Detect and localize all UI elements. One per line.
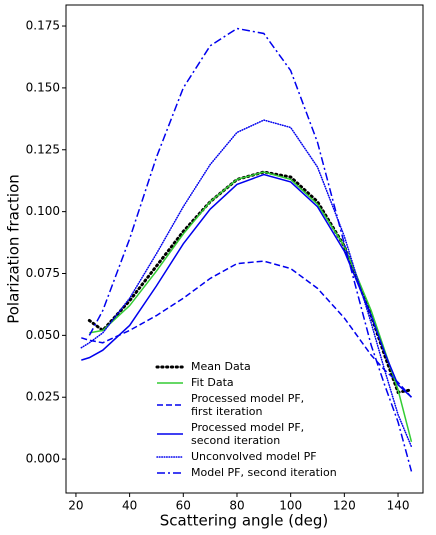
y-tick-label: 0.125 — [26, 142, 60, 156]
y-tick-label: 0.075 — [26, 266, 60, 280]
legend-swatch — [156, 455, 184, 458]
y-tick-label: 0.000 — [26, 452, 60, 466]
legend-label: Unconvolved model PF — [191, 450, 317, 463]
legend-swatch — [157, 404, 183, 406]
y-tick-label: 0.100 — [26, 204, 60, 218]
legend-swatch — [157, 381, 183, 384]
legend-swatch — [155, 365, 185, 368]
y-tick-label: 0.050 — [26, 328, 60, 342]
legend-label: Model PF, second iteration — [191, 466, 337, 479]
legend-entry: Model PF, second iteration — [155, 466, 337, 479]
legend-label: Fit Data — [191, 376, 234, 389]
y-tick-label: 0.175 — [26, 19, 60, 33]
x-tick-label: 60 — [176, 499, 191, 513]
legend-label: Processed model PF, first iteration — [191, 392, 305, 418]
series-line — [89, 171, 413, 442]
x-tick-label: 120 — [333, 499, 356, 513]
legend-entry: Processed model PF, second iteration — [155, 421, 337, 447]
x-axis-label: Scattering angle (deg) — [160, 512, 328, 530]
series-line — [80, 119, 413, 448]
legend: Mean Data Fit Data Processed model PF, fir… — [155, 360, 337, 482]
legend-entry: Mean Data — [155, 360, 337, 373]
series-line — [81, 260, 413, 398]
legend-label: Mean Data — [191, 360, 251, 373]
y-tick-label: 0.150 — [26, 80, 60, 94]
x-tick-label: 140 — [387, 499, 410, 513]
legend-entry: Unconvolved model PF — [155, 450, 337, 463]
legend-label: Processed model PF, second iteration — [191, 421, 305, 447]
legend-entry: Processed model PF, first iteration — [155, 392, 337, 418]
x-tick-label: 20 — [68, 499, 83, 513]
series-line — [81, 173, 412, 398]
y-tick-label: 0.025 — [26, 390, 60, 404]
x-tick-label: 40 — [122, 499, 137, 513]
legend-swatch — [157, 433, 183, 435]
legend-entry: Fit Data — [155, 376, 337, 389]
x-tick-label: 80 — [229, 499, 244, 513]
plot-frame — [65, 4, 424, 494]
x-tick-label: 100 — [279, 499, 302, 513]
y-axis-label: Polarization fraction — [5, 174, 23, 324]
series-line — [88, 27, 413, 472]
legend-swatch — [157, 471, 183, 474]
